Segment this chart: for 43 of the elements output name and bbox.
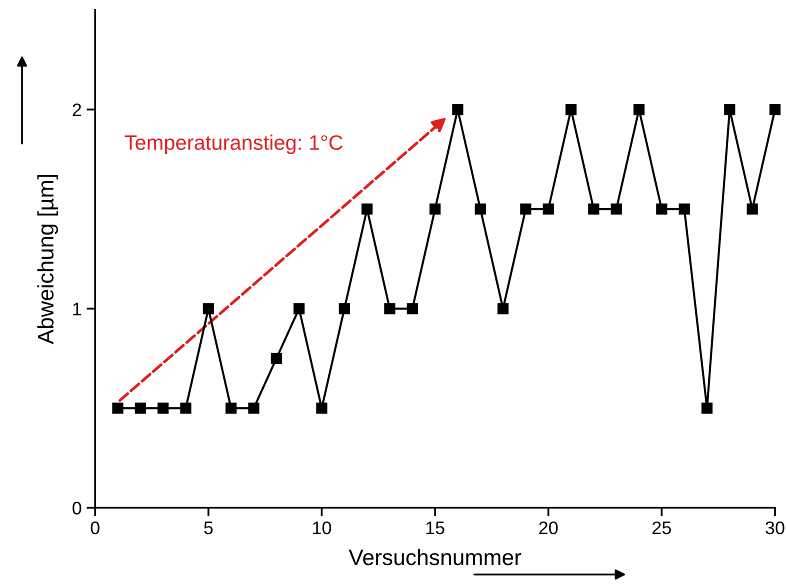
point (520, 204, 532, 215)
point (362, 204, 373, 215)
point (724, 104, 736, 116)
point (565, 104, 577, 116)
x-tick-label: 0 (90, 521, 100, 534)
point (610, 204, 622, 215)
point (202, 303, 214, 314)
point (497, 303, 509, 314)
point (406, 303, 418, 314)
y-tick-label: 2 (72, 103, 82, 116)
point (134, 402, 146, 414)
x-axis-title: Versuchsnummer (348, 548, 522, 566)
point (633, 104, 645, 116)
point (656, 204, 668, 215)
point (701, 402, 713, 414)
point (180, 402, 192, 414)
x-tick-label: 20 (539, 521, 558, 534)
y-axis-title: Abweichung [µm] (37, 174, 58, 344)
x-tick-label: 10 (313, 521, 332, 534)
y-tick-label: 1 (73, 302, 82, 316)
point (270, 352, 282, 364)
x-tick-label: 25 (652, 521, 671, 534)
point (158, 402, 169, 414)
point (338, 303, 350, 314)
point (769, 104, 781, 116)
point (474, 204, 486, 215)
annotation: Temperaturanstieg: 1°C (124, 134, 343, 154)
x-tick-label: 15 (426, 522, 444, 534)
point (746, 204, 758, 215)
point (248, 402, 260, 414)
point (588, 204, 600, 215)
point (678, 204, 690, 215)
point (226, 402, 237, 414)
y-tick-label: 0 (72, 502, 82, 514)
point (112, 402, 124, 414)
point (542, 204, 554, 215)
point (294, 303, 305, 314)
point (429, 204, 441, 215)
point (452, 104, 464, 116)
x-tick-label: 5 (204, 522, 213, 534)
x-tick-label: 30 (766, 521, 784, 534)
point (384, 303, 396, 314)
point (316, 402, 328, 414)
